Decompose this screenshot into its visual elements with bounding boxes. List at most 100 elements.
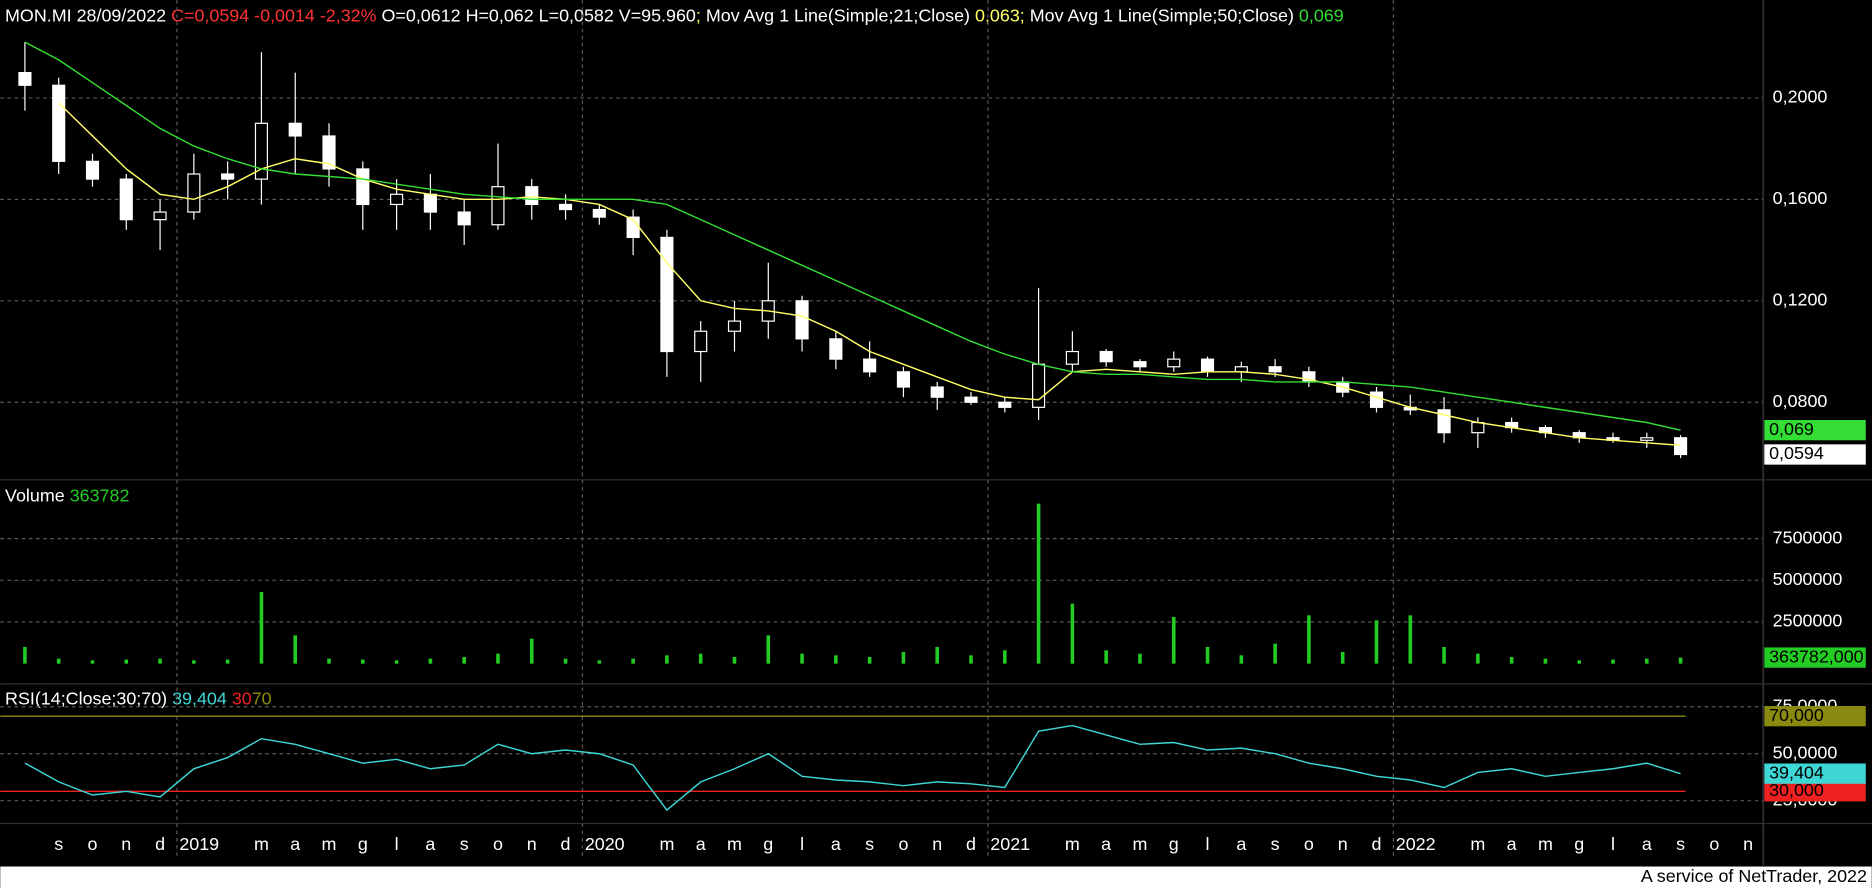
value-box: [1764, 706, 1866, 727]
candle-body: [1032, 363, 1046, 408]
candle-body: [52, 84, 66, 162]
volume-bar: [225, 659, 230, 664]
x-tick-label: 2020: [585, 834, 625, 854]
x-tick-label: a: [831, 834, 841, 854]
volume-bar: [935, 646, 940, 664]
candle-body: [694, 330, 708, 353]
value-box: [1764, 444, 1866, 465]
x-tick-label: a: [1101, 834, 1111, 854]
volume-bar: [293, 635, 298, 664]
value-box: [1764, 763, 1866, 784]
footer: A service of NetTrader, 2022: [1641, 866, 1867, 886]
candle-body: [254, 122, 269, 180]
volume-bar: [1036, 503, 1041, 664]
volume-bar: [732, 656, 737, 664]
x-tick-label: l: [395, 834, 399, 854]
candle-body: [153, 211, 167, 221]
candle-body: [829, 338, 843, 360]
volume-bar: [361, 659, 365, 664]
volume-bar: [1205, 646, 1210, 664]
candle-body: [457, 211, 471, 226]
candle-body: [18, 71, 32, 86]
volume-bar: [529, 638, 534, 664]
volume-bar: [1340, 651, 1345, 664]
x-tick-label: d: [561, 834, 571, 854]
x-tick-label: n: [1743, 834, 1753, 854]
volume-bar: [698, 653, 703, 664]
y-tick-label: 0,0800: [1773, 391, 1828, 411]
quote-ohlc: O=0,0612 H=0,062 L=0,0582 V=95.960: [382, 5, 696, 25]
x-tick-label: a: [1642, 834, 1652, 854]
x-tick-label: a: [696, 834, 706, 854]
volume-bar: [1138, 653, 1142, 664]
volume-bar: [800, 653, 804, 664]
x-tick-label: s: [1271, 834, 1280, 854]
volume-bar: [1104, 650, 1108, 664]
level-label: 30: [232, 688, 252, 708]
volume-bar: [1611, 659, 1615, 664]
candle-body: [322, 135, 336, 170]
volume-bar: [597, 660, 602, 664]
candle-body: [592, 208, 606, 218]
candle-body: [558, 203, 573, 211]
candle-body: [1167, 358, 1181, 368]
x-tick-label: m: [1133, 834, 1148, 854]
candle-body: [390, 193, 404, 206]
quote-change: C=0,0594 -0,0014 -2,32%: [171, 5, 376, 25]
legend-value: 0,063: [975, 5, 1020, 25]
legend-entry: Mov Avg 1 Line(Simple;21;Close): [706, 5, 970, 25]
volume-bar: [969, 655, 973, 664]
y-tick-label: 0,1600: [1773, 188, 1828, 208]
x-tick-label: a: [1507, 834, 1517, 854]
header: MON.MI 28/09/2022 C=0,0594 -0,0014 -2,32…: [5, 5, 1344, 25]
x-tick-label: d: [155, 834, 165, 854]
volume-bar: [766, 635, 771, 664]
rsi-header: RSI(14;Close;30;70) 39,404 3070: [5, 688, 272, 708]
value-box-label: 0,0594: [1769, 443, 1824, 463]
candle-body: [1640, 437, 1654, 441]
y-tick-label: 7500000: [1773, 527, 1843, 547]
x-tick-label: g: [1169, 834, 1179, 854]
volume-bar: [1171, 616, 1176, 664]
candle-body: [1234, 366, 1248, 373]
candle-body: [1268, 366, 1282, 373]
separator: ;: [1020, 5, 1025, 25]
volume-bar: [327, 658, 331, 664]
moving-average-line: [58, 102, 1681, 447]
symbol-date: MON.MI 28/09/2022: [5, 5, 166, 25]
volume-bar: [1408, 615, 1413, 664]
x-tick-label: s: [865, 834, 874, 854]
volume-bar: [631, 658, 635, 664]
volume-bar: [1476, 653, 1480, 664]
candle-body: [998, 401, 1012, 408]
x-tick-label: o: [493, 834, 503, 854]
x-tick-label: s: [1676, 834, 1685, 854]
volume-bar: [192, 660, 196, 664]
volume-bar: [1678, 657, 1683, 664]
volume-bar: [1003, 650, 1007, 664]
legend-value: 0,069: [1299, 5, 1344, 25]
volume-bar: [834, 655, 838, 664]
y-tick-label: 2500000: [1773, 611, 1843, 631]
value-box: [1764, 781, 1866, 802]
candle-body: [1200, 358, 1215, 373]
candle-body: [1065, 350, 1079, 365]
candle-body: [119, 178, 133, 221]
y-tick-label: 50,0000: [1773, 742, 1838, 762]
x-tick-label: 2019: [179, 834, 219, 854]
volume-bar: [1374, 620, 1379, 664]
volume-bar: [462, 656, 466, 664]
y-tick-label: 5000000: [1773, 569, 1843, 589]
x-tick-label: a: [290, 834, 300, 854]
candle-body: [1437, 409, 1451, 434]
candle-body: [660, 236, 674, 353]
y-tick-label: 0,2000: [1773, 87, 1828, 107]
volume-bar: [867, 656, 872, 664]
x-tick-label: s: [54, 834, 63, 854]
value-box-label: 363782,000: [1769, 646, 1864, 666]
candle-body: [795, 300, 809, 340]
x-tick-label: l: [1206, 834, 1210, 854]
x-tick-label: o: [1709, 834, 1719, 854]
